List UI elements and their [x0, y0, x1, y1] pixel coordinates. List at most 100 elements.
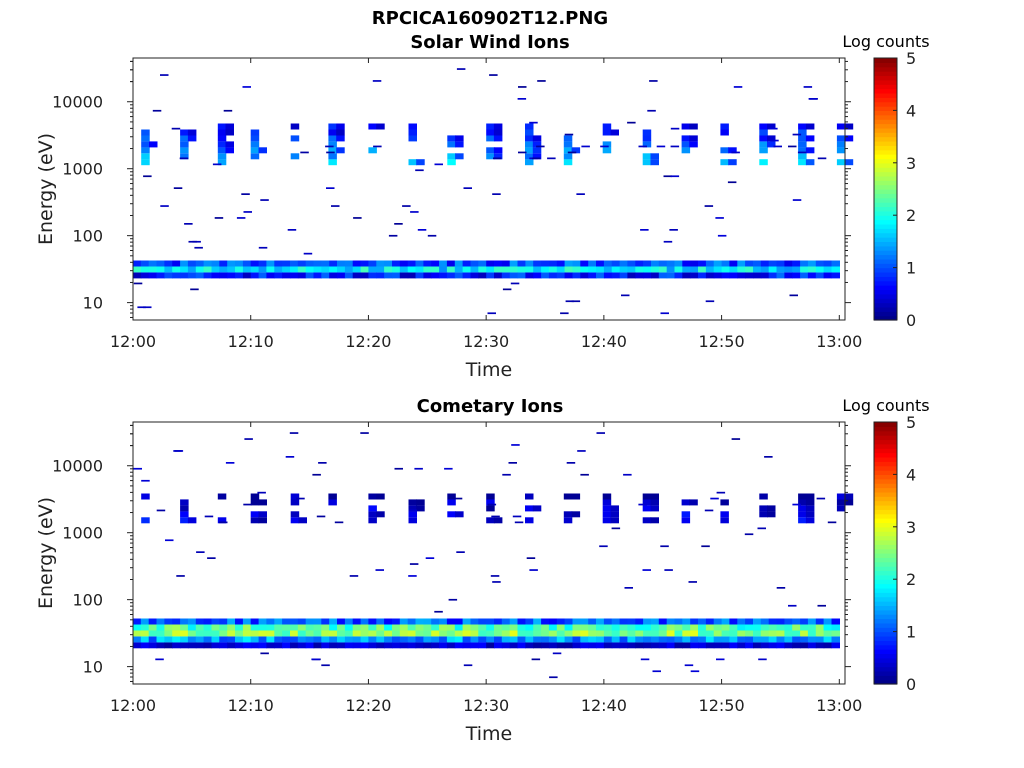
colorbar-segment: [874, 92, 897, 98]
colorbar-segment: [874, 465, 897, 471]
heatmap-cell: [602, 499, 612, 506]
heatmap-cell: [176, 575, 185, 577]
heatmap-cell: [635, 266, 644, 273]
heatmap-cell: [423, 260, 432, 267]
x-tick-label: 12:20: [345, 332, 391, 351]
heatmap-cell: [596, 272, 605, 279]
heatmap-cell: [517, 98, 527, 100]
heatmap-cell: [195, 260, 205, 267]
heatmap-cell: [372, 80, 382, 82]
heatmap-cell: [311, 658, 320, 661]
heatmap-cell: [627, 636, 636, 643]
heatmap-cell: [493, 147, 503, 154]
heatmap-cell: [572, 266, 581, 273]
colorbar-segment: [874, 75, 897, 81]
heatmap-cell: [493, 153, 503, 160]
heatmap-cell: [556, 624, 566, 631]
heatmap-cell: [180, 505, 189, 512]
heatmap-cell: [759, 123, 768, 130]
heatmap-cell: [509, 624, 519, 631]
heatmap-cell: [716, 491, 726, 494]
heatmap-cell: [588, 630, 597, 637]
colorbar-segment: [874, 158, 897, 164]
heatmap-cell: [148, 272, 158, 279]
colorbar-segment: [874, 193, 897, 199]
heatmap-cell: [572, 636, 581, 643]
heatmap-cell: [642, 493, 652, 500]
heatmap-cell: [409, 563, 419, 565]
heatmap-cell: [328, 153, 337, 160]
heatmap-cell: [217, 141, 227, 148]
heatmap-cell: [807, 624, 817, 631]
heatmap-cell: [529, 121, 538, 124]
heatmap-cell: [580, 266, 589, 273]
heatmap-cell: [588, 636, 597, 643]
heatmap-cell: [376, 630, 385, 637]
colorbar-segment: [874, 474, 897, 480]
heatmap-cell: [525, 129, 534, 136]
heatmap-cell: [531, 658, 541, 661]
heatmap-cell: [760, 266, 770, 273]
heatmap-cell: [815, 624, 825, 631]
colorbar-segment: [874, 443, 897, 449]
colorbar-tick-label: 2: [906, 206, 916, 225]
heatmap-cell: [745, 642, 754, 649]
heatmap-cell: [236, 217, 246, 219]
heatmap-cell: [486, 135, 495, 142]
heatmap-cell: [823, 630, 833, 637]
heatmap-cell: [798, 493, 807, 500]
colorbar-segment: [874, 167, 897, 173]
heatmap-cell: [282, 630, 291, 637]
heatmap-cell: [454, 272, 464, 279]
colorbar-segment: [874, 110, 897, 116]
heatmap-cell: [235, 636, 244, 643]
heatmap-cell: [509, 630, 519, 637]
heatmap-cell: [258, 618, 268, 625]
colorbar-segment: [874, 119, 897, 125]
heatmap-cell: [195, 266, 205, 273]
heatmap-cell: [690, 636, 699, 643]
heatmap-cell: [627, 260, 636, 267]
solar-wind-xlabel: Time: [465, 359, 513, 381]
heatmap-cell: [844, 123, 854, 130]
colorbar-segment: [874, 426, 897, 432]
x-tick-label: 12:40: [581, 696, 627, 715]
heatmap-cell: [399, 266, 409, 273]
heatmap-cell: [690, 670, 700, 673]
heatmap-cell: [767, 135, 776, 142]
heatmap-cell: [728, 159, 737, 166]
heatmap-cell: [336, 147, 345, 154]
heatmap-cell: [242, 86, 251, 88]
colorbar-segment: [874, 237, 897, 242]
heatmap-cell: [798, 129, 807, 136]
heatmap-cell: [133, 260, 142, 267]
heatmap-cell: [494, 266, 503, 273]
heatmap-cell: [368, 636, 377, 643]
heatmap-cell: [831, 272, 840, 279]
colorbar-tick-label: 4: [906, 465, 916, 484]
heatmap-cell: [619, 624, 629, 631]
heatmap-cell: [753, 618, 762, 625]
heatmap-cell: [423, 266, 432, 273]
heatmap-cell: [296, 497, 305, 500]
heatmap-cell: [603, 636, 613, 643]
heatmap-cell: [478, 624, 487, 631]
heatmap-cell: [548, 624, 558, 631]
heatmap-cell: [684, 664, 694, 667]
heatmap-cell: [352, 618, 362, 625]
heatmap-cell: [470, 272, 479, 279]
colorbar-segment: [874, 544, 897, 550]
x-tick-label: 13:00: [816, 332, 862, 351]
heatmap-cell: [681, 123, 691, 130]
heatmap-cell: [156, 272, 165, 279]
heatmap-cell: [486, 505, 495, 512]
y-tick-label: 1000: [62, 524, 103, 543]
heatmap-cell: [611, 272, 621, 279]
heatmap-cell: [713, 630, 723, 637]
heatmap-cell: [602, 517, 612, 524]
heatmap-cell: [805, 511, 815, 518]
heatmap-cell: [526, 557, 536, 559]
heatmap-cell: [518, 86, 527, 88]
colorbar-segment: [874, 614, 897, 620]
heatmap-cell: [368, 123, 377, 130]
